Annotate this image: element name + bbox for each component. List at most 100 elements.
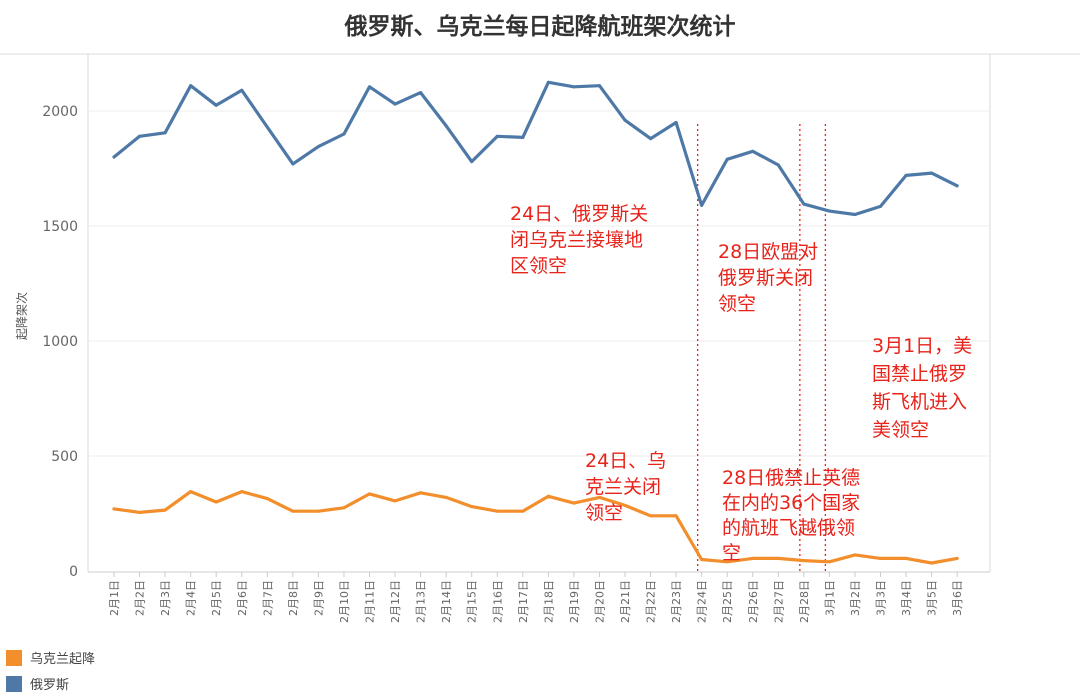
data-point [214, 500, 218, 504]
data-point [955, 184, 959, 188]
data-point [419, 491, 423, 495]
legend-label: 乌克兰起降 [30, 651, 95, 667]
chart-title: 俄罗斯、乌克兰每日起降航班架次统计 [344, 13, 736, 40]
legend-swatch [6, 650, 22, 666]
data-point [802, 202, 806, 206]
x-tick-label: 2月6日 [236, 580, 249, 616]
x-tick-label: 2月19日 [568, 580, 581, 623]
data-point [700, 203, 704, 207]
data-point [853, 553, 857, 557]
x-tick-label: 2月24日 [696, 580, 709, 623]
data-point [853, 213, 857, 216]
data-point [776, 556, 780, 560]
data-point [240, 88, 244, 92]
data-point [342, 506, 346, 510]
annotation-line: 3月1日，美 [872, 335, 972, 357]
x-tick-label: 2月13日 [415, 580, 428, 623]
data-point [930, 171, 934, 175]
x-tick-label: 2月12日 [389, 580, 402, 623]
data-point [751, 149, 755, 153]
x-tick-label: 2月18日 [542, 580, 555, 623]
legend-swatch [6, 676, 22, 692]
annotation-line: 俄罗斯关闭 [718, 267, 813, 289]
x-tick-label: 2月2日 [134, 580, 147, 616]
data-point [112, 155, 116, 159]
y-axis-label: 起降架次 [15, 292, 29, 340]
y-tick-label: 2000 [42, 104, 78, 120]
annotation-line: 克兰关闭 [585, 476, 661, 498]
x-tick-label: 2月4日 [185, 580, 198, 616]
x-tick-label: 2月23日 [670, 580, 683, 623]
data-point [674, 121, 678, 124]
data-point [342, 132, 346, 136]
data-point [214, 103, 218, 107]
x-tick-label: 3月1日 [823, 580, 836, 616]
data-point [776, 163, 780, 167]
series-line-ukraine [112, 490, 959, 565]
x-tick-label: 2月28日 [798, 580, 811, 623]
data-point [623, 503, 627, 507]
data-point [572, 501, 576, 505]
data-point [265, 497, 269, 501]
annotation-line: 28日俄禁止英德 [722, 467, 860, 489]
data-point [189, 490, 193, 494]
y-tick-label: 500 [51, 449, 78, 465]
data-point [138, 510, 142, 514]
data-point [751, 556, 755, 560]
data-point [700, 558, 704, 561]
x-tick-label: 2月21日 [619, 580, 632, 623]
x-tick-label: 2月16日 [491, 580, 504, 623]
x-tick-label: 2月14日 [440, 580, 453, 623]
data-point [316, 509, 320, 513]
annotation-line: 空 [722, 542, 741, 564]
data-point [265, 125, 269, 129]
data-point [904, 173, 908, 177]
data-point [240, 490, 244, 494]
x-tick-label: 2月27日 [772, 580, 785, 623]
data-point [291, 509, 295, 513]
data-point [649, 137, 653, 141]
data-point [163, 508, 167, 512]
x-tick-label: 2月7日 [261, 580, 274, 616]
data-point [521, 509, 525, 513]
annotation-line: 斯飞机进入 [872, 391, 967, 413]
x-tick-label: 2月8日 [287, 580, 300, 616]
y-tick-label: 1500 [42, 219, 78, 235]
data-point [291, 162, 295, 166]
data-point [546, 80, 550, 84]
data-point [827, 209, 831, 213]
x-tick-label: 2月17日 [517, 580, 530, 623]
x-tick-label: 3月2日 [849, 580, 862, 616]
data-point [802, 559, 806, 563]
annotation-line: 的航班飞越俄领 [722, 517, 855, 539]
annotation-line: 领空 [718, 293, 756, 315]
data-point [444, 124, 448, 128]
data-point [930, 561, 934, 565]
x-tick-label: 3月5日 [926, 580, 939, 616]
data-point [495, 509, 499, 513]
data-point [470, 505, 474, 509]
y-tick-label: 0 [69, 564, 78, 580]
data-point [368, 85, 371, 89]
data-point [879, 204, 882, 208]
data-point [470, 160, 474, 164]
x-tick-label: 2月20日 [593, 580, 606, 623]
data-point [674, 514, 678, 518]
annotation-line: 24日、乌 [585, 450, 666, 472]
data-point [623, 118, 627, 122]
annotation-line: 领空 [585, 502, 623, 524]
data-point [879, 556, 882, 560]
data-point [393, 499, 397, 503]
annotation-line: 闭乌克兰接壤地 [510, 229, 643, 251]
annotation-line: 国禁止俄罗 [872, 363, 967, 385]
x-tick-label: 2月25日 [721, 580, 734, 623]
data-point [189, 84, 193, 88]
y-tick-label: 1000 [42, 334, 78, 350]
data-point [521, 135, 525, 139]
